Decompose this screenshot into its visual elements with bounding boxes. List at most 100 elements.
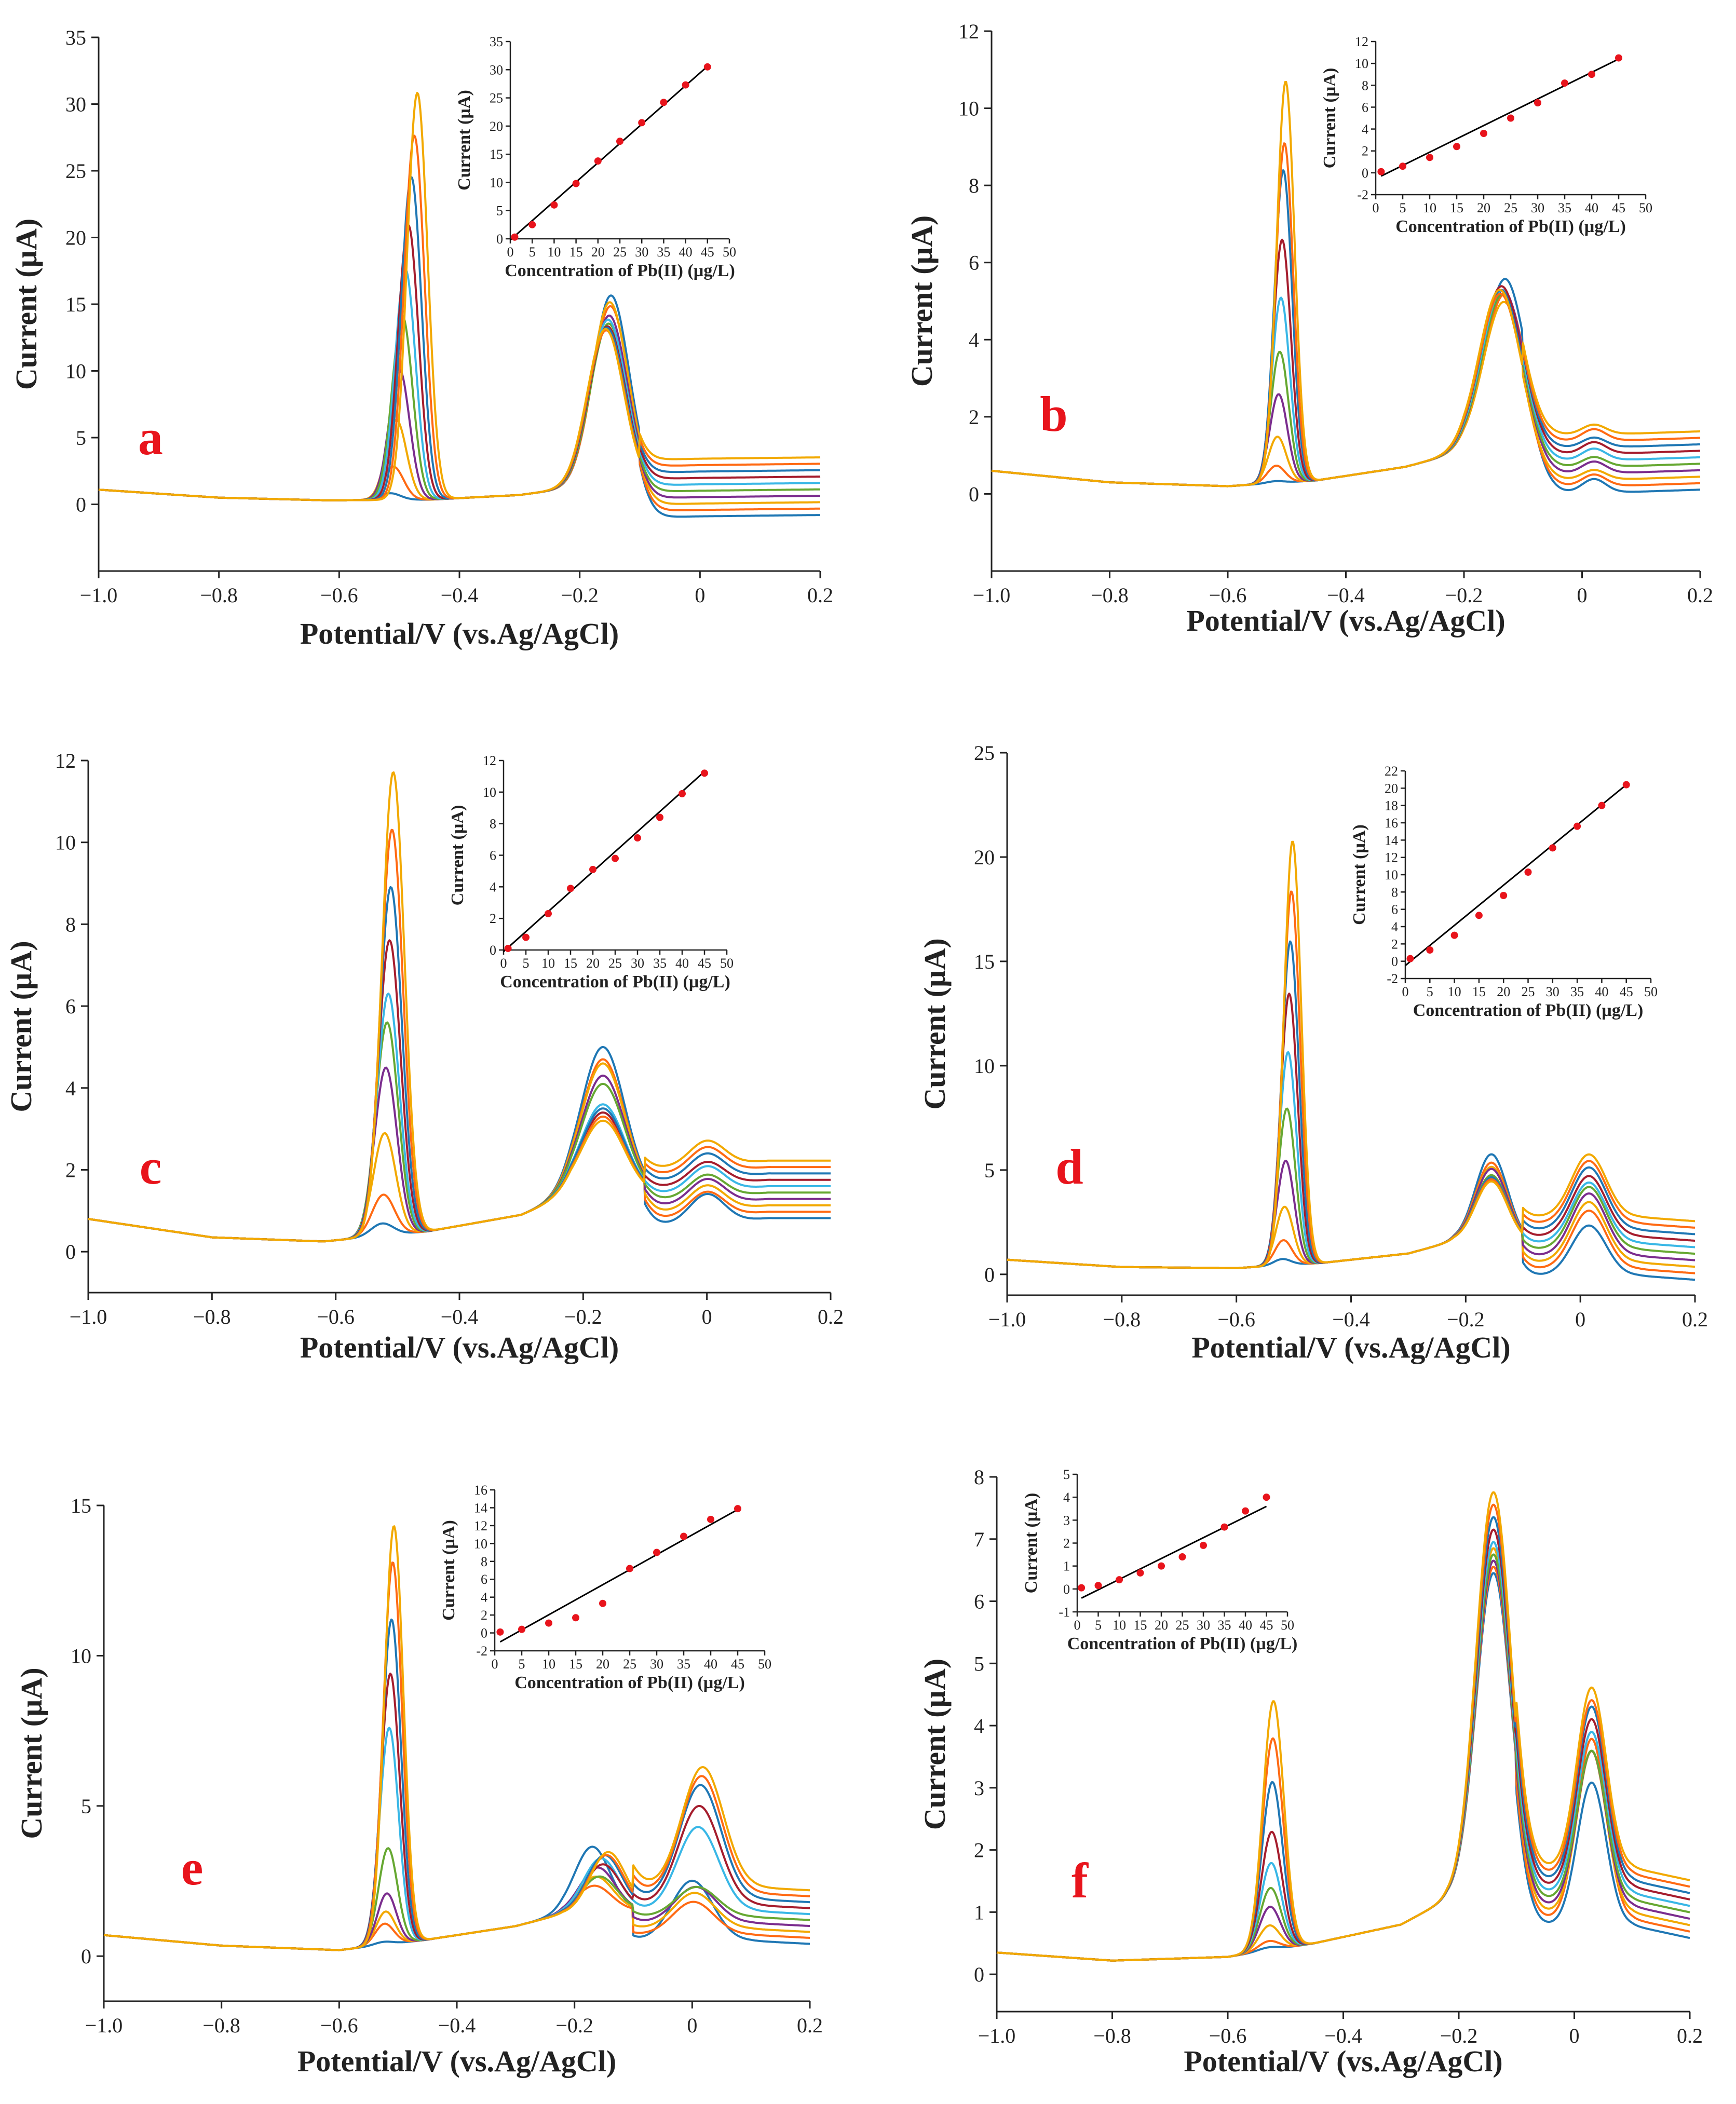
inset-y-tick-label: 8	[490, 817, 496, 832]
inset-data-point	[1426, 154, 1433, 161]
x-tick-label: 0	[1569, 2024, 1580, 2047]
inset-y-tick-label: 0	[1391, 954, 1398, 969]
inset-data-point	[504, 944, 512, 952]
inset-x-tick-label: 30	[1531, 200, 1544, 215]
inset-x-tick-label: 45	[701, 245, 714, 260]
x-tick-label: −0.2	[555, 2014, 593, 2037]
inset-y-tick-label: 0	[1362, 166, 1368, 181]
inset-y-axis-label: Current (µA)	[455, 90, 474, 191]
inset-y-tick-label: 2	[481, 1608, 487, 1623]
inset-y-tick-label: 3	[1063, 1513, 1070, 1528]
inset-y-tick-label: 0	[1063, 1582, 1070, 1597]
inset-data-point	[616, 138, 623, 145]
inset-y-tick-label: 8	[1391, 885, 1398, 900]
inset-data-point	[1588, 71, 1595, 78]
inset-y-tick-label: 6	[490, 848, 496, 863]
inset-data-point	[1078, 1584, 1086, 1592]
inset-x-tick-label: 45	[1620, 984, 1633, 999]
inset-x-tick-label: 5	[1095, 1618, 1102, 1633]
inset-x-tick-label: 40	[704, 1657, 717, 1672]
inset-y-tick-label: 5	[1063, 1467, 1070, 1482]
inset-x-tick-label: 30	[631, 956, 644, 971]
panel-letter: f	[1072, 1853, 1089, 1908]
x-tick-label: −0.2	[564, 1305, 602, 1328]
series-line-3	[991, 301, 1701, 487]
inset-x-tick-label: 30	[1197, 1618, 1210, 1633]
inset-x-tick-label: 0	[500, 956, 507, 971]
y-tick-label: 10	[958, 97, 979, 120]
x-tick-label: −0.2	[1440, 2024, 1478, 2047]
inset-x-tick-label: 25	[623, 1657, 636, 1672]
inset-x-tick-label: 35	[1558, 200, 1571, 215]
inset-x-tick-label: 45	[731, 1657, 744, 1672]
y-tick-label: 0	[81, 1945, 91, 1968]
inset-fit-line	[499, 1509, 738, 1643]
inset-x-tick-label: 10	[1423, 200, 1436, 215]
inset-data-point	[1426, 946, 1434, 954]
inset-x-tick-label: 20	[1477, 200, 1490, 215]
series-line-5	[98, 315, 820, 501]
x-tick-label: −0.6	[317, 1305, 355, 1328]
x-tick-label: 0.2	[807, 583, 833, 607]
inset-x-tick-label: 35	[1570, 984, 1584, 999]
inset-x-tick-label: 30	[1546, 984, 1559, 999]
inset-x-tick-label: 15	[569, 1657, 582, 1672]
inset-x-tick-label: 40	[1239, 1618, 1252, 1633]
inset-data-point	[1406, 955, 1414, 962]
x-tick-label: −0.6	[320, 583, 358, 607]
y-tick-label: 12	[55, 749, 76, 772]
inset-data-point	[680, 1532, 687, 1540]
inset-data-point	[701, 769, 708, 777]
inset-y-tick-label: -2	[476, 1644, 487, 1659]
inset-y-tick-label: -1	[1059, 1605, 1070, 1620]
inset-calibration: 0 5 10 15 20 25 30 35 40 45 5005101520253035Concen…	[455, 34, 736, 280]
x-tick-label: 0.2	[1677, 2024, 1703, 2047]
y-axis-label: Current (µA)	[905, 215, 939, 387]
inset-y-axis-label: Current (µA)	[1350, 824, 1369, 925]
inset-data-point	[1475, 912, 1483, 919]
inset-y-tick-label: 12	[483, 753, 496, 768]
y-axis-label: Current (µA)	[918, 1659, 952, 1830]
inset-y-tick-label: 12	[1355, 34, 1368, 49]
inset-x-tick-label: 25	[1176, 1618, 1189, 1633]
y-tick-label: 4	[974, 1714, 984, 1738]
inset-data-point	[511, 233, 519, 241]
x-tick-label: −0.4	[1324, 2024, 1362, 2047]
x-tick-label: −0.8	[1091, 583, 1129, 607]
y-tick-label: 5	[984, 1159, 995, 1182]
inset-y-tick-label: 2	[1063, 1536, 1070, 1551]
inset-data-point	[572, 1614, 579, 1622]
inset-x-tick-label: 45	[1260, 1618, 1273, 1633]
inset-y-tick-label: 20	[490, 119, 503, 134]
panel-c: −1.0 −0.8 −0.6 −0.4 −0.2 0 0.2 0 2 4 6 8 10 12 Potenti…	[4, 749, 844, 1364]
y-tick-label: 5	[81, 1795, 91, 1818]
inset-x-tick-label: 45	[1612, 200, 1625, 215]
series-line-2	[1007, 1161, 1696, 1274]
inset-data-point	[522, 933, 530, 941]
x-tick-label: −0.4	[441, 583, 479, 607]
x-tick-label: 0	[687, 2014, 697, 2037]
x-tick-label: 0.2	[797, 2014, 823, 2037]
series-line-8	[1007, 940, 1696, 1269]
inset-x-tick-label: 0	[1402, 984, 1409, 999]
inset-data-point	[1263, 1494, 1270, 1501]
inset-y-tick-label: 10	[483, 785, 496, 800]
y-tick-label: 0	[969, 482, 979, 506]
inset-data-point	[572, 180, 580, 187]
x-tick-label: −0.4	[1327, 583, 1365, 607]
inset-data-point	[1220, 1523, 1228, 1531]
inset-x-tick-label: 10	[1448, 984, 1461, 999]
inset-y-tick-label: -2	[1387, 971, 1398, 986]
inset-x-tick-label: 40	[1595, 984, 1608, 999]
x-tick-label: −0.8	[1103, 1308, 1141, 1331]
inset-y-axis-label: Current (µA)	[1320, 68, 1339, 169]
x-tick-label: −0.8	[202, 2014, 240, 2037]
inset-y-tick-label: 2	[490, 911, 496, 926]
series-line-2	[98, 305, 820, 511]
inset-data-point	[594, 157, 602, 165]
inset-y-axis-label: Current (µA)	[439, 1520, 458, 1621]
inset-x-axis-label: Concentration of Pb(II) (µg/L)	[500, 972, 730, 992]
panel-f: −1.0 −0.8 −0.6 −0.4 −0.2 0 0.2012345678Potenti…	[918, 1465, 1703, 2078]
inset-data-point	[1507, 114, 1514, 122]
inset-x-tick-label: 30	[635, 245, 648, 260]
